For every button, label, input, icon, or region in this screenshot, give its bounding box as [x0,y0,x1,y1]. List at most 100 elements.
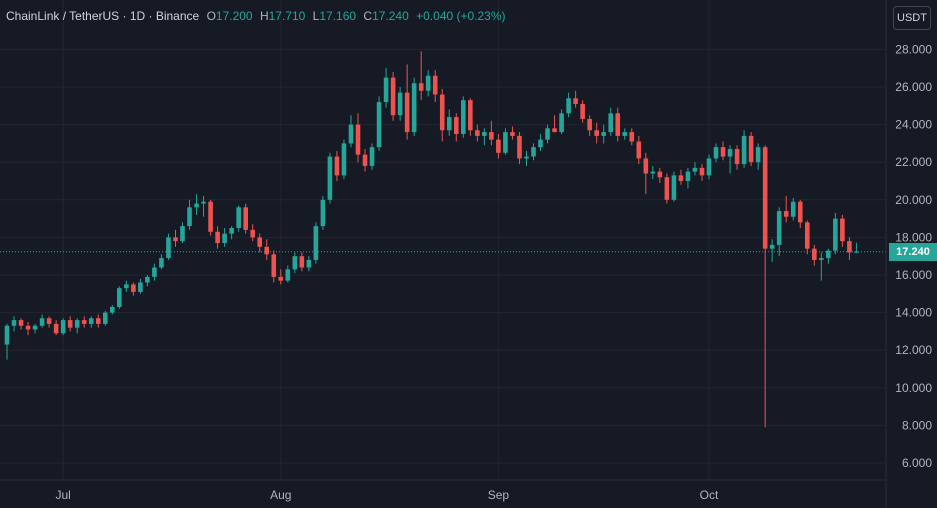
candle-body [812,248,817,260]
candle [18,318,24,330]
candle [819,252,824,281]
y-tick-label: 18.000 [895,230,932,244]
open-label: O [206,9,216,23]
candle-body [819,258,824,260]
candle-body [355,124,361,155]
candle-body [390,77,396,116]
candle-body [496,139,501,153]
candle [671,171,677,202]
candle-body [327,156,333,200]
candle [25,322,31,336]
candle-body [762,147,768,249]
candle [741,130,747,168]
candle-body [173,237,178,242]
candle [650,165,656,180]
candle-body [152,267,157,277]
candle-body [615,113,621,136]
price-axis[interactable]: 6.000 8.000 10.000 12.000 14.000 16.000 18.000… [885,0,932,508]
candle [453,113,459,142]
candle [383,68,389,108]
candle [559,109,564,134]
candle [439,88,445,142]
candle-body [446,117,452,131]
candle-body [755,147,761,163]
candle-body [425,75,431,91]
y-tick-label: 10.000 [895,381,932,395]
candle-body [622,132,628,136]
candle-body [727,149,733,157]
candle [271,250,277,283]
high-label: H [259,9,269,23]
time-axis[interactable]: Jul Aug Sep Oct [0,479,886,502]
candle [517,132,522,165]
candle-body [840,218,845,242]
candle-body [292,256,298,270]
symbol-title[interactable]: ChainLink / TetherUS · 1D · Binance [6,9,200,23]
candle-body [748,135,754,163]
candle-body [418,83,424,91]
candle-body [285,269,291,281]
y-tick-label: 14.000 [895,306,932,320]
candle [201,196,206,217]
candle [131,282,136,296]
candle [854,242,859,254]
candle-body [131,284,136,292]
candle [643,152,649,195]
close-value: 17.240 [372,9,409,23]
candle-body [559,113,564,133]
candle-body [573,98,578,104]
candle [306,256,312,272]
candle-body [692,167,698,172]
candle-body [797,201,803,223]
candle [552,115,557,133]
candle-body [348,124,354,144]
candle-body [369,147,375,166]
candle-body [32,325,38,330]
open-value: 17.200 [215,9,253,23]
candle-body [95,318,101,324]
change-value: +0.040 (+0.23%) [416,9,506,23]
candle-body [180,226,185,242]
candle-body [250,229,255,238]
grid-lines [0,0,886,480]
candle-body [769,244,775,249]
candle [580,100,585,123]
currency-unit-button[interactable]: USDT [893,6,931,30]
candle [699,164,705,181]
candle-body [299,256,305,268]
candle-body [432,75,438,95]
candle [355,113,361,163]
candle [826,248,831,264]
candle-body [341,143,347,176]
candle-body [580,103,585,119]
candle-body [4,325,10,345]
candle-body [404,92,410,133]
candle [138,278,143,294]
candle [776,207,782,257]
candle-body [376,102,382,148]
candle [299,252,305,272]
candle-body [334,156,340,176]
candle [95,314,101,328]
candle [531,143,536,161]
candle [622,128,628,140]
candle-body [278,276,284,281]
candle-body [713,147,719,159]
symbol-legend: ChainLink / TetherUS · 1D · Binance O17.… [6,9,506,23]
candle [404,64,410,140]
candle-body [545,128,550,140]
candle-body [236,207,241,228]
candle-body [166,237,171,259]
candle [720,141,726,161]
candle [81,316,87,328]
candle [425,70,431,97]
candle-body [601,132,606,136]
candle-body [475,130,480,136]
candle-body [60,320,66,334]
candle-body [208,201,213,232]
candle [790,197,796,221]
candle [243,203,248,234]
candle [278,269,284,285]
